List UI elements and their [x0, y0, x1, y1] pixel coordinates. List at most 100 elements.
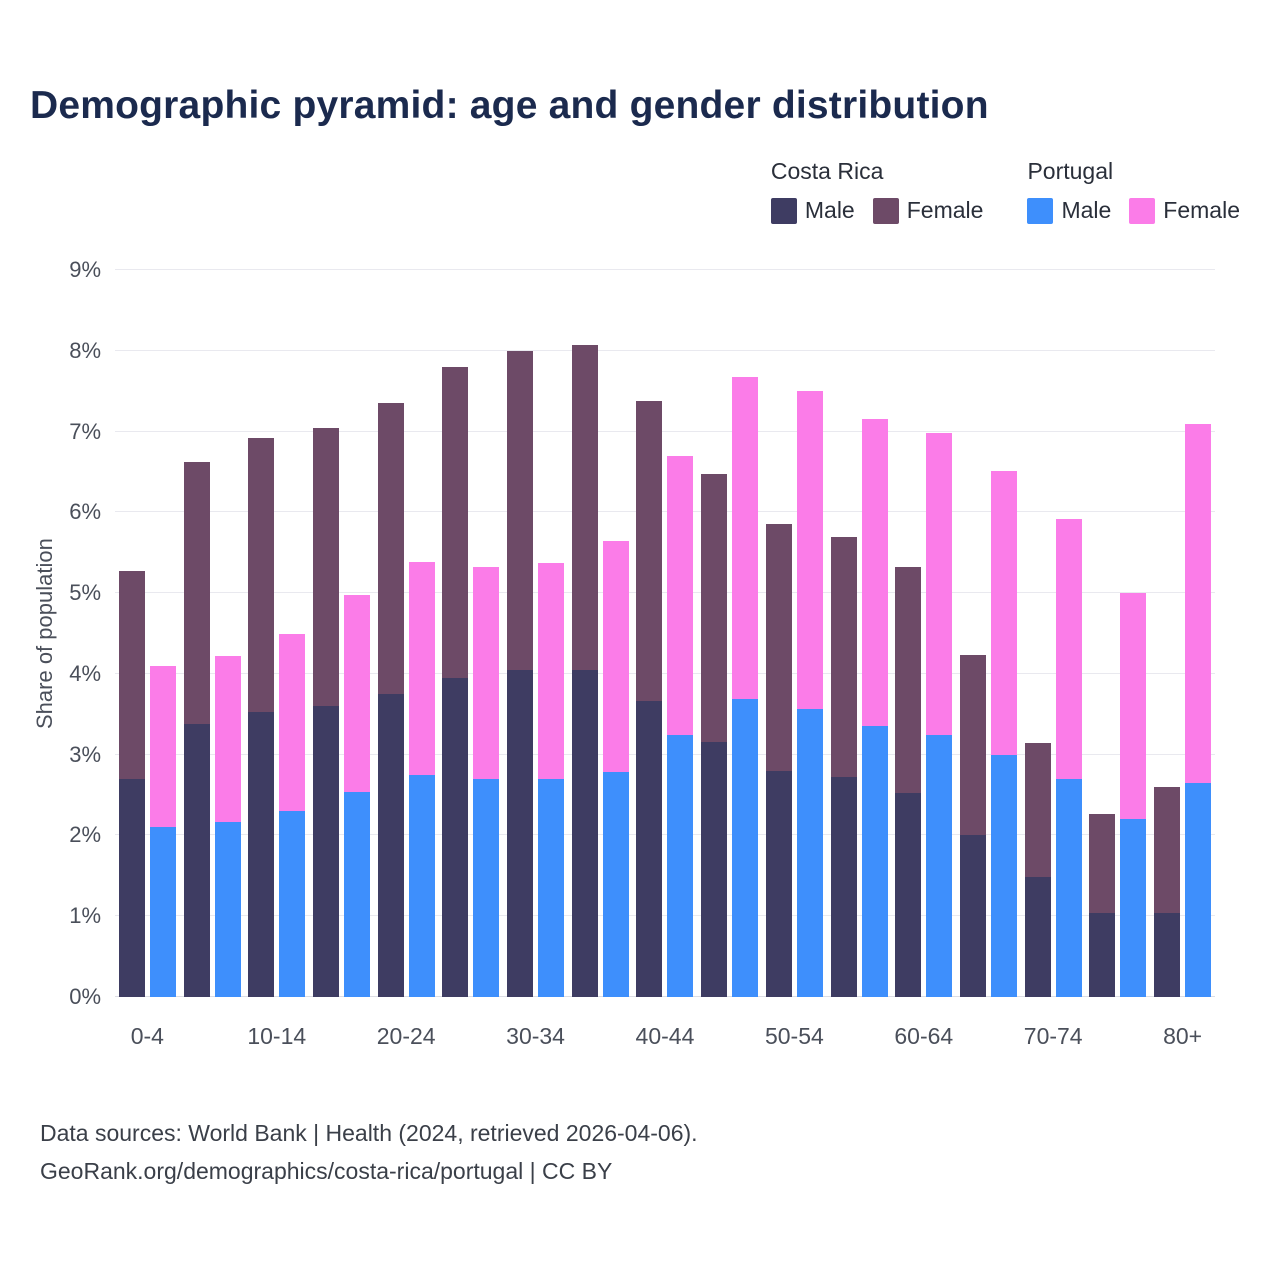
portugal-male-segment: [343, 791, 370, 997]
legend-label: Male: [1061, 197, 1112, 223]
y-tick-label: 5%: [69, 580, 101, 606]
x-tick-label: 10-14: [247, 1023, 307, 1049]
costa-rica-bar: [959, 270, 986, 997]
portugal-bar: [1055, 270, 1082, 997]
portugal-bar: [1185, 270, 1212, 997]
portugal-female-segment: [926, 433, 953, 736]
costa-rica-male-segment: [183, 723, 210, 997]
portugal-female-segment: [990, 471, 1017, 755]
costa-rica-male-segment: [507, 669, 534, 997]
portugal-female-segment: [473, 567, 500, 779]
costa-rica-bar: [442, 270, 469, 997]
swatch-portugal-female: [1129, 197, 1156, 224]
costa-rica-female-segment: [1089, 813, 1116, 913]
legend-header-portugal: Portugal: [1027, 158, 1114, 184]
y-axis-title: Share of population: [32, 538, 57, 729]
legend-group-portugal: Portugal Male Female: [1027, 158, 1240, 224]
costa-rica-female-segment: [183, 462, 210, 724]
costa-rica-bar: [636, 270, 663, 997]
x-tick-label: 50-54: [764, 1023, 824, 1049]
costa-rica-male-segment: [830, 777, 857, 997]
y-tick-label: 8%: [69, 337, 101, 363]
portugal-female-segment: [667, 455, 694, 736]
costa-rica-male-segment: [765, 770, 792, 997]
gridline-9%: [115, 269, 1215, 270]
portugal-bar: [602, 270, 629, 997]
legend-item-costa-rica-female: Female: [872, 197, 984, 224]
gridline-4%: [115, 672, 1215, 674]
portugal-bar: [1120, 270, 1147, 997]
costa-rica-male-segment: [118, 778, 145, 997]
y-tick-label: 2%: [69, 822, 101, 848]
legend-label: Male: [804, 197, 855, 223]
y-tick-label: 6%: [69, 499, 101, 525]
costa-rica-bar: [830, 270, 857, 997]
x-tick-label: 70-74: [1023, 1023, 1083, 1049]
portugal-female-segment: [343, 594, 370, 792]
y-tick-label: 9%: [69, 257, 101, 282]
swatch-portugal-male: [1027, 197, 1054, 224]
portugal-bar: [343, 270, 370, 997]
portugal-female-segment: [1185, 423, 1212, 783]
costa-rica-female-segment: [1154, 787, 1181, 913]
portugal-female-segment: [538, 563, 565, 779]
x-tick-label: 60-64: [894, 1023, 954, 1049]
costa-rica-bar: [1154, 270, 1181, 997]
costa-rica-male-segment: [571, 669, 598, 997]
bar-group-45-49: [701, 270, 759, 997]
portugal-male-segment: [214, 821, 241, 997]
bar-group-65-69: [959, 270, 1017, 997]
portugal-bar: [214, 270, 241, 997]
costa-rica-bar: [1024, 270, 1051, 997]
x-tick-label: 30-34: [506, 1023, 565, 1049]
costa-rica-male-segment: [895, 793, 922, 997]
gridline-2%: [115, 834, 1215, 836]
legend-group-costa-rica: Costa Rica Male Female: [770, 158, 984, 224]
costa-rica-female-segment: [442, 366, 469, 678]
costa-rica-bar: [248, 270, 275, 997]
bar-group-15-19: [312, 270, 370, 997]
y-tick-label: 0%: [69, 984, 101, 1009]
costa-rica-bar: [507, 270, 534, 997]
bar-group-0-4: 0-4: [118, 270, 176, 1049]
costa-rica-bar: [701, 270, 728, 997]
y-tick-label: 3%: [69, 741, 101, 767]
portugal-bar: [796, 270, 823, 997]
legend-label: Female: [906, 197, 984, 223]
costa-rica-female-segment: [248, 438, 275, 712]
portugal-bar: [861, 270, 888, 997]
costa-rica-female-segment: [895, 567, 922, 794]
portugal-female-segment: [1055, 518, 1082, 779]
portugal-female-segment: [732, 376, 759, 699]
chart-footer: Data sources: World Bank | Health (2024,…: [40, 1114, 698, 1190]
portugal-female-segment: [149, 665, 176, 828]
y-tick-label: 1%: [69, 903, 101, 929]
costa-rica-female-segment: [959, 655, 986, 836]
portugal-female-segment: [408, 562, 435, 775]
x-tick-label: 0-4: [130, 1023, 164, 1049]
portugal-bar: [926, 270, 953, 997]
gridline-7%: [115, 430, 1215, 432]
bar-group-5-9: [183, 270, 241, 997]
bar-group-25-29: [442, 270, 500, 997]
portugal-female-segment: [279, 633, 306, 812]
bar-group-50-54: 50-54: [765, 270, 824, 1049]
chart-plot-area: 0% 1% 2% 3% 4% 5% 6% 7% 8% 9% 0-4 10-14 20-24 30-34 4…: [69, 257, 1215, 1049]
portugal-male-segment: [538, 778, 565, 997]
costa-rica-bar: [571, 270, 598, 997]
portugal-male-segment: [732, 698, 759, 997]
portugal-male-segment: [279, 811, 306, 997]
costa-rica-male-segment: [959, 835, 986, 997]
x-tick-label: 80+: [1163, 1023, 1203, 1049]
gridline-1%: [115, 915, 1215, 917]
costa-rica-male-segment: [636, 700, 663, 997]
portugal-male-segment: [149, 827, 176, 997]
costa-rica-male-segment: [442, 677, 469, 997]
costa-rica-female-segment: [507, 350, 534, 670]
bars-container: 0-4 10-14 20-24 30-34 40-44 50-54 60-64 70-74 80…: [115, 270, 1215, 1049]
costa-rica-female-segment: [636, 400, 663, 701]
costa-rica-female-segment: [701, 474, 728, 742]
bar-group-10-14: 10-14: [247, 270, 306, 1049]
portugal-bar: [732, 270, 759, 997]
costa-rica-male-segment: [1089, 913, 1116, 997]
